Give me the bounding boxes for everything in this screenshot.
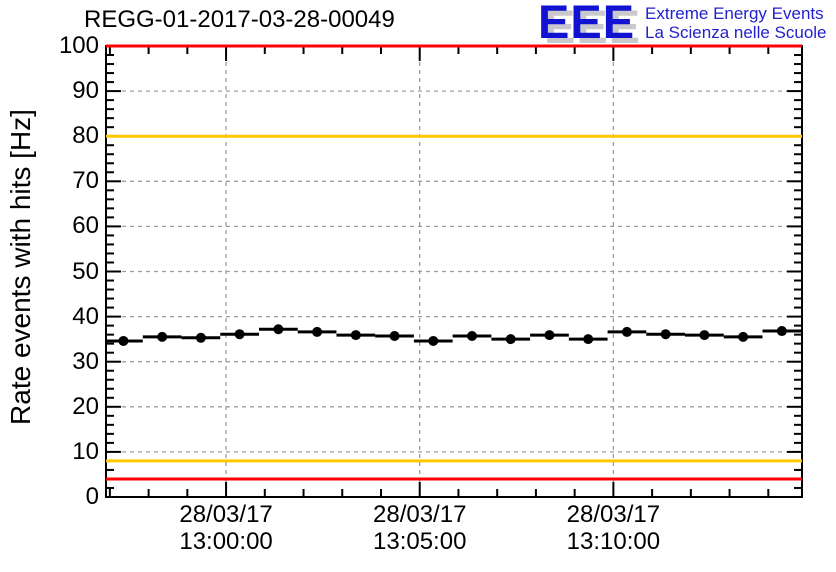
y-tick-label: 0 [85,483,99,510]
x-tick-time: 13:05:00 [373,528,467,555]
data-point-marker [583,334,594,345]
x-tick-date: 28/03/17 [179,501,273,528]
data-point-marker [505,334,516,345]
y-tick-label: 100 [58,32,99,59]
eee-logo: EEE Extreme Energy Events La Scienza nel… [538,0,827,48]
x-tick-time: 13:10:00 [566,528,661,555]
data-point-marker [350,330,361,341]
y-tick-label: 70 [72,167,99,195]
x-tick-time: 13:00:00 [179,528,273,555]
eee-logo-letters: EEE [538,0,636,48]
data-point-marker [389,330,400,341]
y-tick-label: 30 [72,347,99,375]
data-point-marker [273,324,284,335]
data-point-marker [621,326,632,337]
y-tick-label: 90 [72,77,99,105]
logo-tagline-english: Extreme Energy Events [645,4,824,23]
data-point-marker [118,335,129,346]
data-point-marker [699,330,710,341]
x-tick-date: 28/03/17 [373,501,467,528]
data-point-marker [467,330,478,341]
data-point-marker [157,331,168,342]
chart-title: REGG-01-2017-03-28-00049 [84,6,395,33]
data-point-marker [544,330,555,341]
data-point-marker [428,335,439,346]
x-tick-date: 28/03/17 [566,501,661,528]
data-point-marker [660,329,671,340]
x-tick-label: 28/03/17 13:10:00 [533,501,693,555]
y-tick-label: 80 [72,122,99,150]
y-tick-label: 50 [72,257,99,285]
logo-tagline-italian: La Scienza nelle Scuole [645,23,827,42]
y-tick-label: 10 [72,437,99,465]
x-tick-label: 28/03/17 13:00:00 [146,501,306,555]
y-tick-label: 60 [72,212,99,240]
data-point-marker [738,331,749,342]
y-tick-label: 40 [72,302,99,330]
data-point-marker [312,326,323,337]
y-tick-label: 20 [72,392,99,420]
x-tick-label: 28/03/17 13:05:00 [340,501,500,555]
data-point-marker [234,329,245,340]
data-point-marker [195,332,206,343]
eee-logo-taglines: Extreme Energy Events La Scienza nelle S… [645,4,826,42]
data-point-marker [776,326,787,337]
